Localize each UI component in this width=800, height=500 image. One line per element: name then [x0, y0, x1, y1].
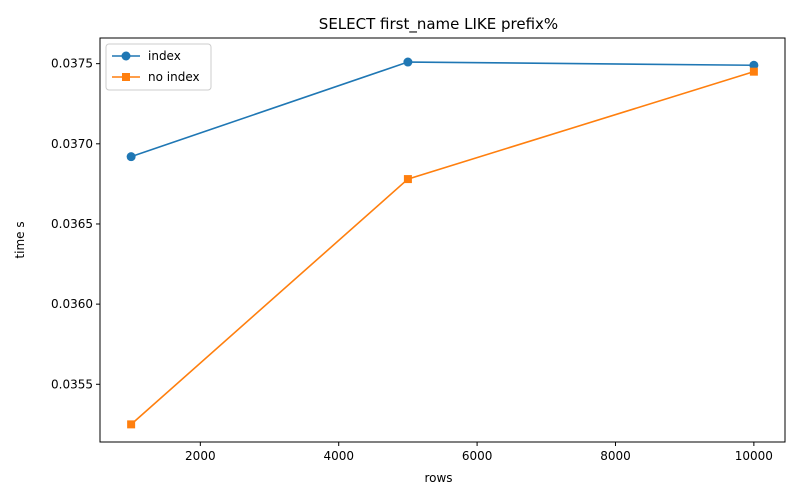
- y-axis-label: time s: [13, 221, 27, 258]
- data-point-no-index: [749, 67, 758, 76]
- data-point-index: [749, 60, 759, 70]
- y-axis: 0.0355 0.0360 0.0365 0.0370 0.0375: [51, 57, 100, 391]
- x-tick-label: 6000: [462, 449, 493, 463]
- x-tick-label: 10000: [735, 449, 773, 463]
- y-tick-label: 0.0355: [51, 377, 93, 391]
- x-axis: 2000 4000 6000 8000 10000: [185, 442, 773, 463]
- y-tick-label: 0.0375: [51, 57, 93, 71]
- y-tick-label: 0.0360: [51, 297, 93, 311]
- x-axis-label: rows: [424, 471, 452, 485]
- legend-marker-index: [121, 51, 131, 61]
- y-tick-label: 0.0370: [51, 137, 93, 151]
- chart-title: SELECT first_name LIKE prefix%: [319, 15, 558, 34]
- data-point-no-index: [403, 175, 412, 184]
- x-tick-label: 2000: [185, 449, 216, 463]
- legend-label-no-index: no index: [148, 70, 200, 84]
- x-tick-label: 4000: [323, 449, 354, 463]
- legend-label-index: index: [148, 49, 181, 63]
- data-point-index: [126, 152, 136, 162]
- plot-area: [126, 57, 759, 429]
- data-point-index: [403, 57, 413, 67]
- legend: index no index: [105, 43, 212, 91]
- data-point-no-index: [127, 420, 136, 429]
- y-tick-label: 0.0365: [51, 217, 93, 231]
- plot-frame: [99, 37, 786, 443]
- x-tick-label: 8000: [600, 449, 631, 463]
- legend-marker-no-index: [122, 73, 130, 81]
